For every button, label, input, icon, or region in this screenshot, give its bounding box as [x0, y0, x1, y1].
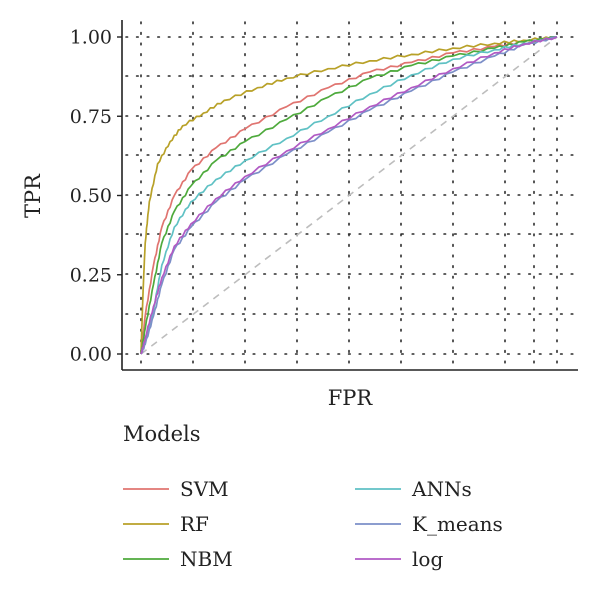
y-tick-labels: 0.00 0.25 0.50 0.75 1.00 — [70, 27, 112, 366]
x-axis-title: FPR — [328, 386, 374, 410]
series-line-log — [140, 36, 558, 355]
legend-label-rf: RF — [180, 512, 209, 536]
series-lines — [140, 35, 558, 355]
legend-label-k-means: K_means — [412, 512, 503, 536]
y-tick-label: 0.25 — [70, 264, 112, 286]
legend-label-nbm: NBM — [180, 547, 233, 571]
axes — [117, 20, 578, 371]
y-tick-label: 0.75 — [70, 106, 112, 128]
legend-label-log: log — [412, 547, 443, 571]
y-tick-label: 1.00 — [70, 27, 112, 49]
series-line-rf — [140, 36, 558, 355]
series-line-anns — [140, 36, 558, 355]
legend-label-svm: SVM — [180, 477, 229, 501]
y-axis-title: TPR — [21, 173, 45, 218]
y-tick-label: 0.50 — [70, 185, 112, 207]
series-line-svm — [140, 35, 558, 355]
legend-label-anns: ANNs — [411, 477, 472, 501]
series-line-nbm — [140, 35, 558, 355]
diagonal-reference-line — [140, 36, 558, 355]
legend-title: Models — [123, 422, 201, 446]
series-line-k-means — [140, 36, 558, 355]
y-tick-label: 0.00 — [70, 344, 112, 366]
